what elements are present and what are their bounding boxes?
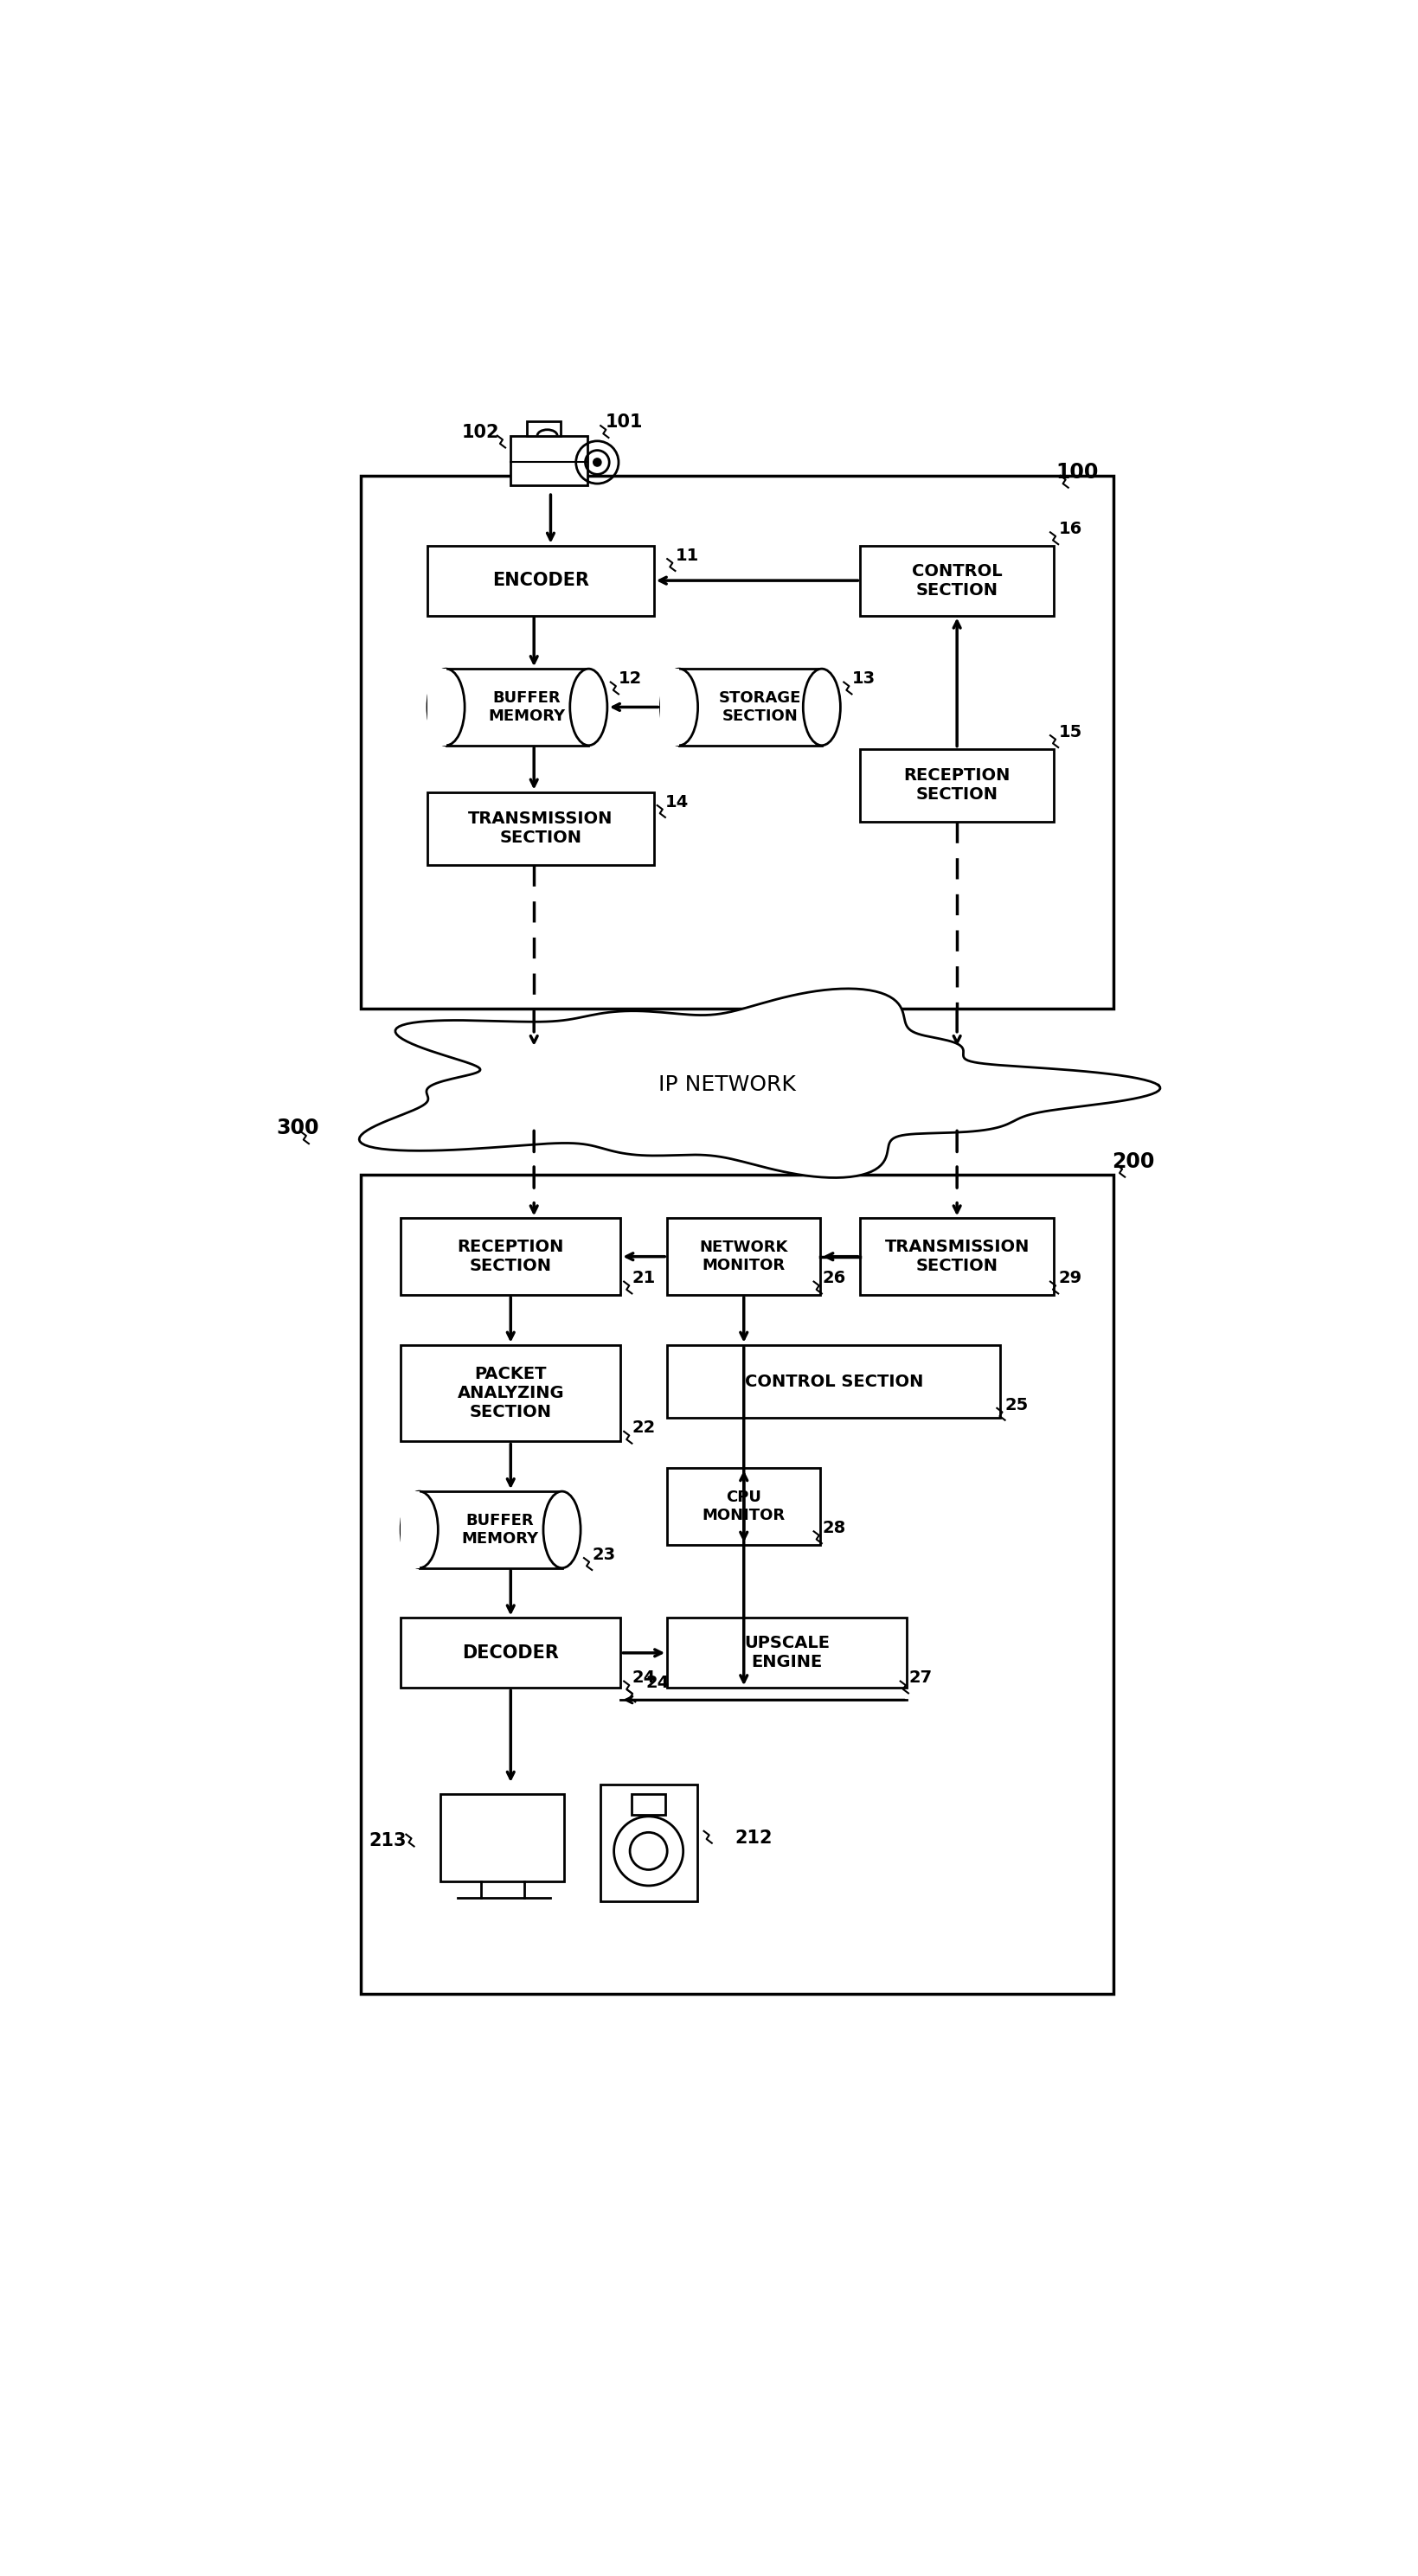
Bar: [400, 1345, 620, 1443]
Text: 101: 101: [604, 415, 642, 430]
Ellipse shape: [570, 670, 607, 744]
Text: TRANSMISSION
SECTION: TRANSMISSION SECTION: [468, 811, 613, 848]
Text: 21: 21: [632, 1270, 655, 1285]
Bar: [666, 1468, 820, 1546]
Text: 213: 213: [369, 1832, 406, 1850]
Text: 15: 15: [1058, 724, 1082, 739]
Text: 100: 100: [1055, 461, 1098, 482]
Text: CPU
MONITOR: CPU MONITOR: [702, 1489, 786, 1522]
Text: 12: 12: [618, 670, 642, 688]
Text: RECEPTION
SECTION: RECEPTION SECTION: [457, 1239, 564, 1275]
Text: 23: 23: [591, 1546, 615, 1564]
Text: 26: 26: [821, 1270, 845, 1285]
Text: 29: 29: [1058, 1270, 1082, 1285]
Polygon shape: [359, 989, 1160, 1177]
Text: NETWORK
MONITOR: NETWORK MONITOR: [699, 1239, 787, 1273]
Circle shape: [593, 459, 601, 466]
Text: CONTROL
SECTION: CONTROL SECTION: [912, 562, 1001, 598]
Bar: [420, 1492, 562, 1569]
Text: 28: 28: [821, 1520, 845, 1535]
Text: 25: 25: [1004, 1396, 1028, 1414]
Bar: [600, 1785, 696, 1901]
Text: 27: 27: [908, 1669, 932, 1687]
Ellipse shape: [803, 670, 839, 744]
Text: 22: 22: [632, 1419, 655, 1437]
Bar: [859, 546, 1054, 616]
Bar: [679, 670, 821, 744]
Bar: [510, 435, 587, 487]
Bar: [859, 1218, 1054, 1296]
Text: 11: 11: [675, 546, 699, 564]
Text: CONTROL SECTION: CONTROL SECTION: [744, 1373, 923, 1388]
Bar: [427, 670, 445, 744]
Text: 13: 13: [851, 670, 875, 688]
Bar: [400, 1618, 620, 1687]
Text: 24: 24: [645, 1674, 669, 1692]
Bar: [360, 477, 1113, 1007]
Bar: [427, 791, 654, 866]
Bar: [666, 1618, 906, 1687]
Bar: [400, 1492, 420, 1569]
Bar: [631, 1795, 665, 1814]
Bar: [527, 420, 560, 435]
Text: 16: 16: [1058, 520, 1082, 538]
Text: 300: 300: [277, 1118, 319, 1139]
Bar: [400, 1218, 620, 1296]
Text: 212: 212: [735, 1829, 773, 1847]
Text: UPSCALE
ENGINE: UPSCALE ENGINE: [744, 1636, 830, 1672]
Text: 14: 14: [665, 793, 689, 811]
Ellipse shape: [400, 1492, 438, 1569]
Text: 102: 102: [462, 422, 499, 440]
Text: 24: 24: [632, 1669, 655, 1687]
Ellipse shape: [427, 670, 465, 744]
Bar: [666, 1345, 1000, 1419]
Text: DECODER: DECODER: [462, 1643, 559, 1662]
Bar: [859, 750, 1054, 822]
Text: TRANSMISSION
SECTION: TRANSMISSION SECTION: [883, 1239, 1029, 1275]
Bar: [441, 1795, 563, 1880]
Bar: [360, 1175, 1113, 1994]
Ellipse shape: [543, 1492, 580, 1569]
Bar: [427, 546, 654, 616]
Text: STORAGE
SECTION: STORAGE SECTION: [718, 690, 801, 724]
Text: ENCODER: ENCODER: [492, 572, 588, 590]
Text: BUFFER
MEMORY: BUFFER MEMORY: [488, 690, 564, 724]
Bar: [666, 1218, 820, 1296]
Text: RECEPTION
SECTION: RECEPTION SECTION: [903, 768, 1010, 804]
Bar: [445, 670, 588, 744]
Ellipse shape: [661, 670, 698, 744]
Bar: [661, 670, 679, 744]
Text: PACKET
ANALYZING
SECTION: PACKET ANALYZING SECTION: [457, 1365, 564, 1419]
Text: 200: 200: [1112, 1151, 1154, 1172]
Text: IP NETWORK: IP NETWORK: [658, 1074, 795, 1095]
Text: BUFFER
MEMORY: BUFFER MEMORY: [461, 1512, 539, 1546]
